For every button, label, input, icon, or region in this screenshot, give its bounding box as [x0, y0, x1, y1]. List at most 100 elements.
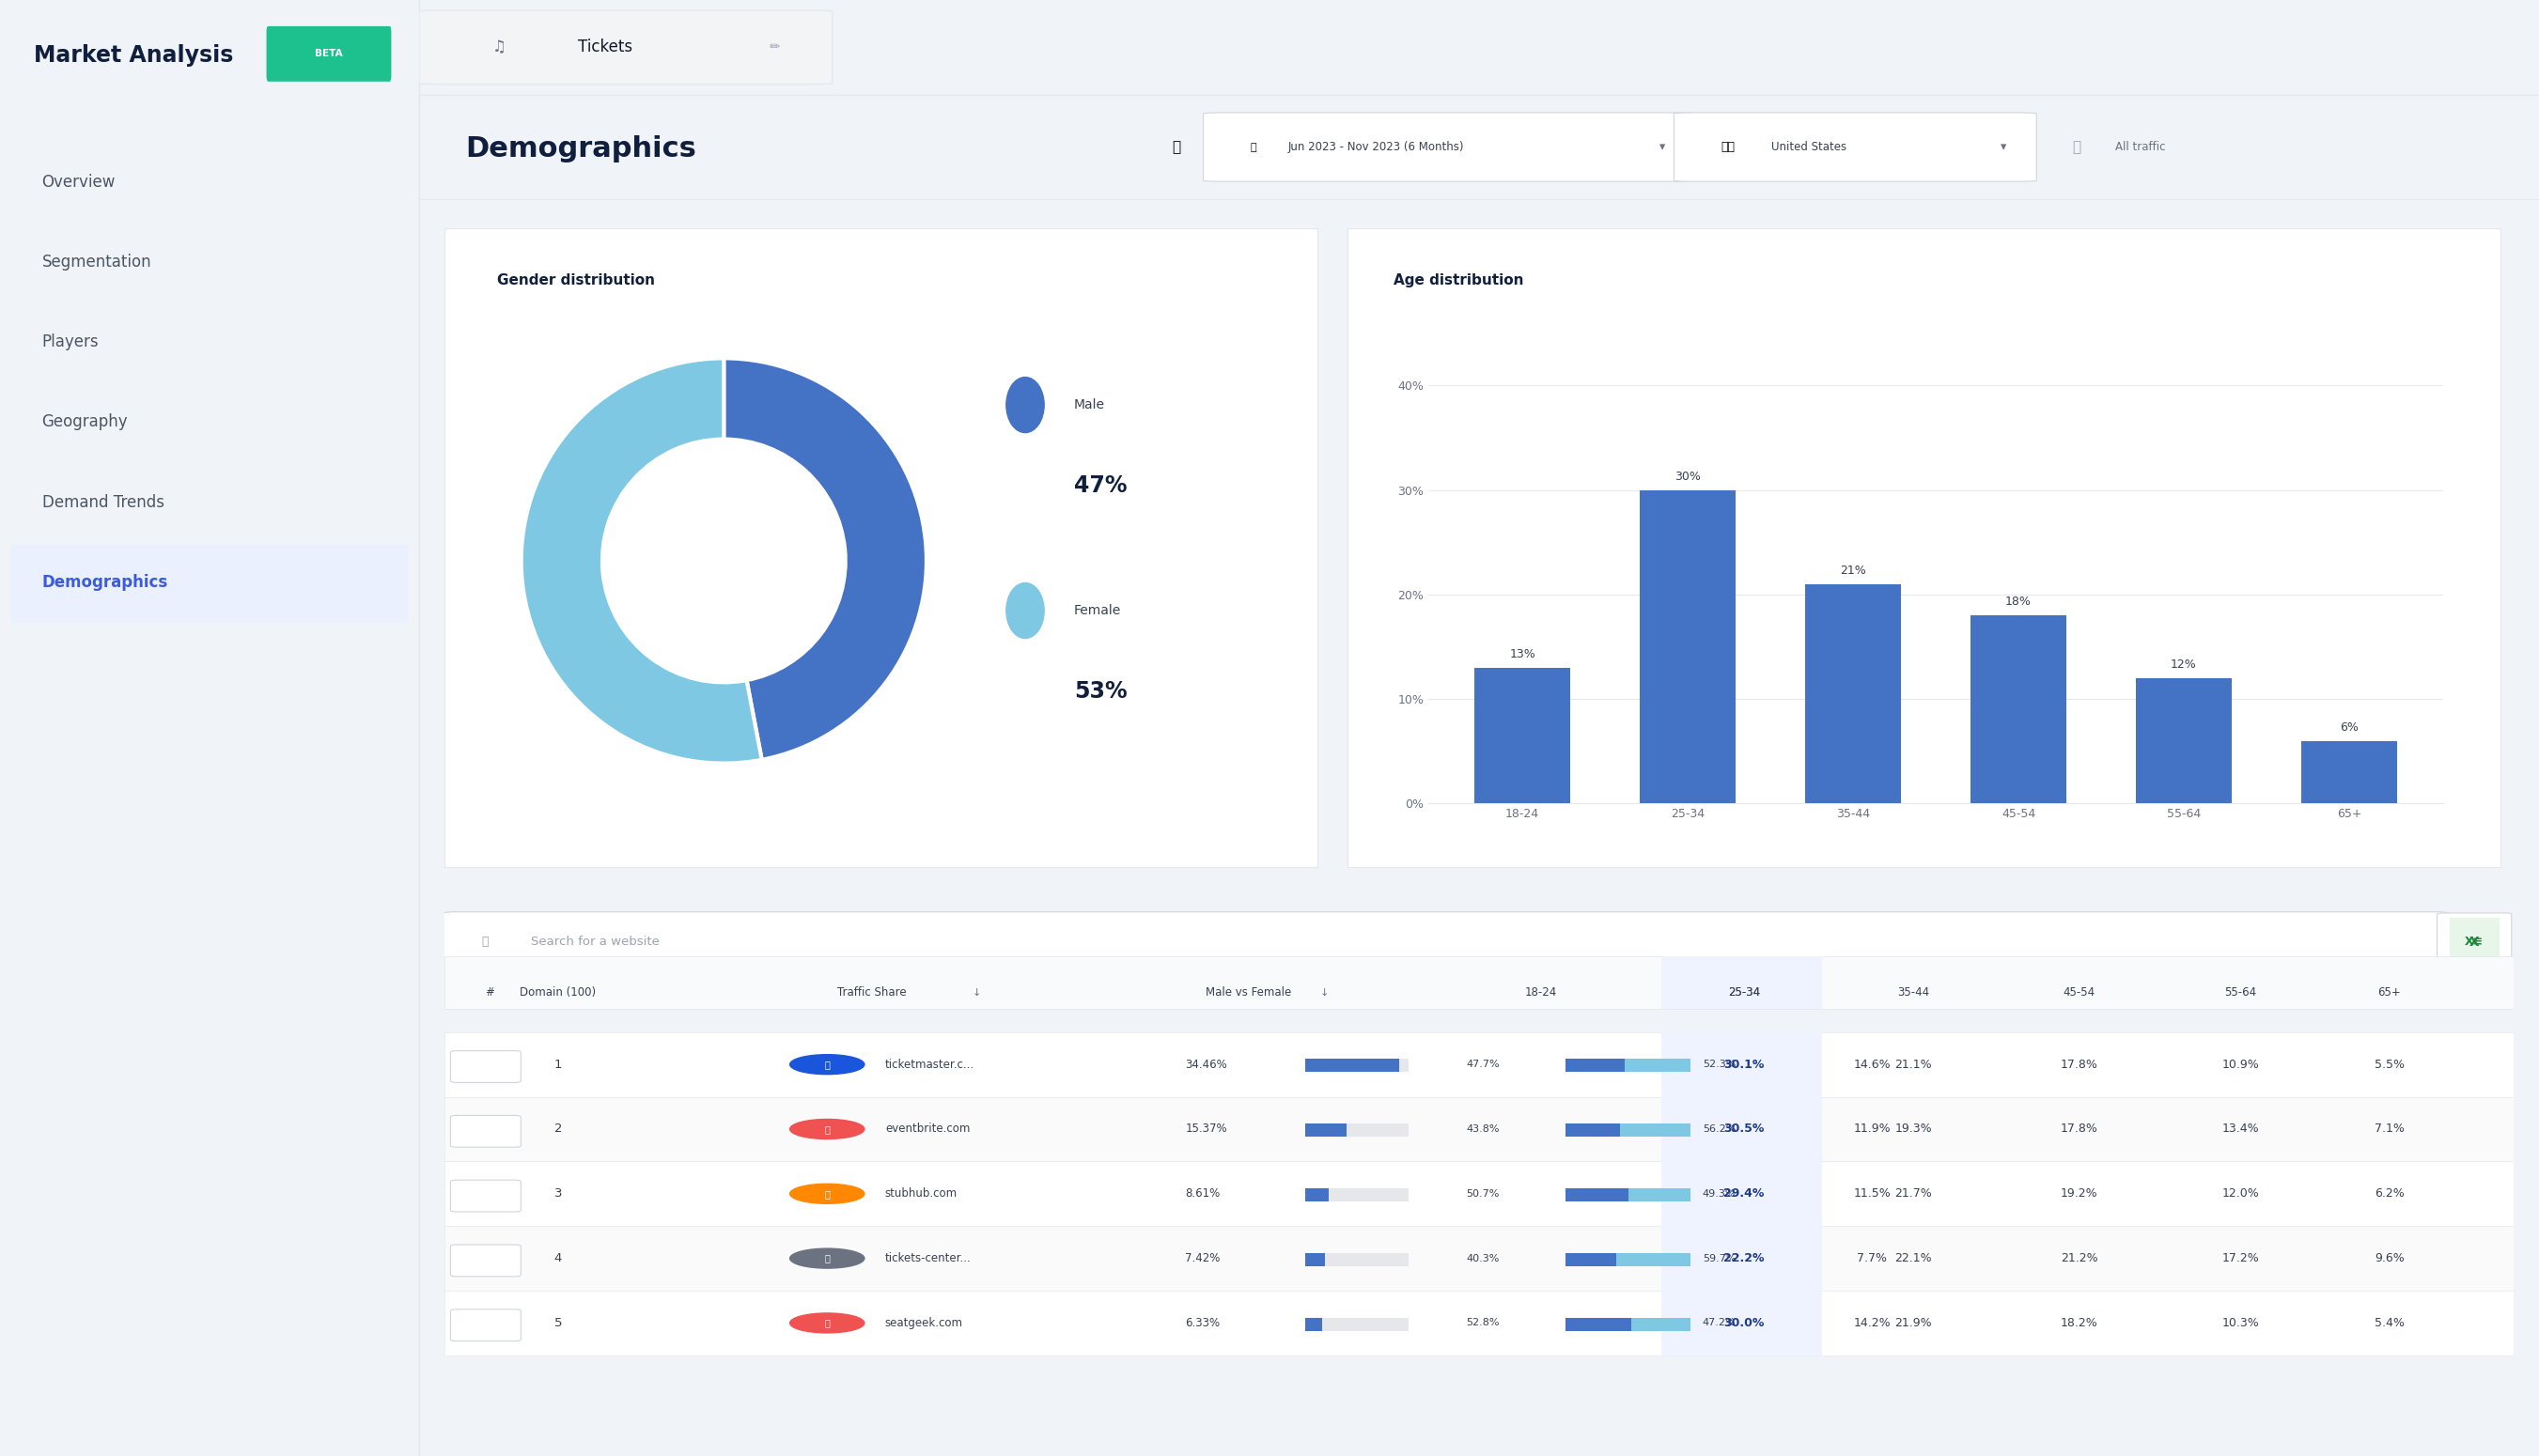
FancyBboxPatch shape: [449, 1179, 520, 1211]
Bar: [444, 1290, 2514, 1356]
Text: 6.2%: 6.2%: [2374, 1188, 2404, 1200]
Text: 17.8%: 17.8%: [2059, 1123, 2097, 1136]
Bar: [1661, 957, 1823, 1009]
Text: ♫: ♫: [493, 39, 505, 55]
Text: 25-34: 25-34: [1729, 986, 1760, 999]
Text: 11.5%: 11.5%: [1853, 1188, 1892, 1200]
Circle shape: [790, 1248, 863, 1268]
Text: Segmentation: Segmentation: [41, 253, 152, 271]
Bar: [1305, 1188, 1328, 1201]
Text: 34.46%: 34.46%: [1186, 1059, 1226, 1070]
Text: 21.7%: 21.7%: [1894, 1188, 1932, 1200]
Text: 65+: 65+: [2379, 986, 2402, 999]
Text: 21%: 21%: [1841, 565, 1866, 577]
Text: United States: United States: [1772, 141, 1846, 153]
Text: Overview: Overview: [41, 173, 117, 191]
Text: 40.3%: 40.3%: [1468, 1254, 1501, 1262]
Text: 14.2%: 14.2%: [1853, 1316, 1892, 1329]
Text: 30.5%: 30.5%: [1724, 1123, 1765, 1136]
Text: tickets-center...: tickets-center...: [886, 1252, 972, 1264]
Circle shape: [1005, 377, 1044, 432]
FancyBboxPatch shape: [2437, 913, 2511, 971]
Bar: [1305, 1188, 1409, 1201]
Text: Demographics: Demographics: [41, 574, 168, 591]
Text: 17.2%: 17.2%: [2222, 1252, 2260, 1264]
Bar: [444, 957, 2514, 1009]
Bar: [1567, 1318, 1633, 1331]
Bar: [1615, 1254, 1691, 1267]
Text: Market Analysis: Market Analysis: [33, 44, 234, 67]
Bar: [1305, 1124, 1348, 1137]
FancyBboxPatch shape: [1203, 112, 1694, 182]
Text: Jun 2023 - Nov 2023 (6 Months): Jun 2023 - Nov 2023 (6 Months): [1287, 141, 1465, 153]
Circle shape: [1005, 582, 1044, 638]
Text: 📅: 📅: [1249, 143, 1257, 151]
Text: 43.8%: 43.8%: [1468, 1124, 1501, 1134]
FancyBboxPatch shape: [449, 1309, 520, 1341]
Text: 🎓: 🎓: [1170, 140, 1181, 154]
Wedge shape: [724, 358, 927, 760]
Text: Traffic Share: Traffic Share: [838, 986, 906, 999]
Text: 53%: 53%: [1074, 680, 1127, 702]
Text: 21.1%: 21.1%: [1894, 1059, 1932, 1070]
Text: 59.7%: 59.7%: [1704, 1254, 1737, 1262]
Text: Gender distribution: Gender distribution: [498, 274, 655, 287]
Text: 18-24: 18-24: [1526, 986, 1556, 999]
Text: 18%: 18%: [2006, 596, 2031, 609]
Text: Search for a website: Search for a website: [531, 936, 660, 948]
Text: 13.4%: 13.4%: [2222, 1123, 2260, 1136]
Text: Demand Trends: Demand Trends: [41, 494, 165, 511]
Bar: [1661, 1290, 1823, 1356]
Bar: [1305, 1059, 1399, 1072]
Text: 19.2%: 19.2%: [2062, 1188, 2097, 1200]
Bar: [1633, 1318, 1691, 1331]
Bar: [2450, 917, 2498, 967]
Bar: [1305, 1318, 1323, 1331]
Bar: [1305, 1124, 1409, 1137]
Bar: [1625, 1059, 1691, 1072]
Text: 13%: 13%: [1508, 648, 1536, 661]
Bar: [1305, 1254, 1409, 1267]
Circle shape: [790, 1184, 863, 1204]
Text: Domain (100): Domain (100): [520, 986, 597, 999]
Text: 🔴: 🔴: [825, 1124, 830, 1134]
FancyBboxPatch shape: [449, 1115, 520, 1147]
Circle shape: [790, 1120, 863, 1139]
Text: 12%: 12%: [2171, 658, 2196, 671]
Text: Players: Players: [41, 333, 99, 351]
Text: 3: 3: [554, 1188, 561, 1200]
Text: 47.7%: 47.7%: [1465, 1060, 1501, 1069]
Bar: [1661, 1096, 1823, 1162]
Text: 50.7%: 50.7%: [1468, 1190, 1501, 1198]
Text: 8.61%: 8.61%: [1186, 1188, 1221, 1200]
Bar: [1567, 1254, 1615, 1267]
Circle shape: [790, 1313, 863, 1332]
Text: 55-64: 55-64: [2224, 986, 2257, 999]
Text: 29.4%: 29.4%: [1724, 1188, 1765, 1200]
Text: 11.9%: 11.9%: [1853, 1123, 1892, 1136]
Text: 45-54: 45-54: [2064, 986, 2095, 999]
Text: X≡: X≡: [2465, 936, 2483, 948]
Text: 7.42%: 7.42%: [1186, 1252, 1221, 1264]
Text: 10.9%: 10.9%: [2222, 1059, 2260, 1070]
Text: 22.2%: 22.2%: [1724, 1252, 1765, 1264]
Bar: [1567, 1124, 1620, 1137]
Text: Female: Female: [1074, 604, 1122, 617]
Text: ▾: ▾: [1658, 141, 1666, 153]
Text: 1: 1: [554, 1059, 561, 1070]
Bar: [1970, 616, 2067, 804]
Bar: [1630, 1188, 1691, 1201]
Text: 7.7%: 7.7%: [1856, 1252, 1886, 1264]
Text: ticketmaster.c...: ticketmaster.c...: [886, 1059, 975, 1070]
Bar: [1640, 489, 1737, 804]
Text: 🟥: 🟥: [825, 1318, 830, 1328]
Bar: [1661, 1226, 1823, 1290]
Text: 5.5%: 5.5%: [2374, 1059, 2404, 1070]
Text: 21.2%: 21.2%: [2062, 1252, 2097, 1264]
FancyBboxPatch shape: [442, 911, 2450, 973]
Text: seatgeek.com: seatgeek.com: [886, 1316, 962, 1329]
Text: ⧉: ⧉: [2072, 140, 2082, 154]
Text: 25-34: 25-34: [1729, 986, 1760, 999]
Text: 30%: 30%: [1676, 470, 1701, 482]
Text: ▾: ▾: [2001, 141, 2006, 153]
